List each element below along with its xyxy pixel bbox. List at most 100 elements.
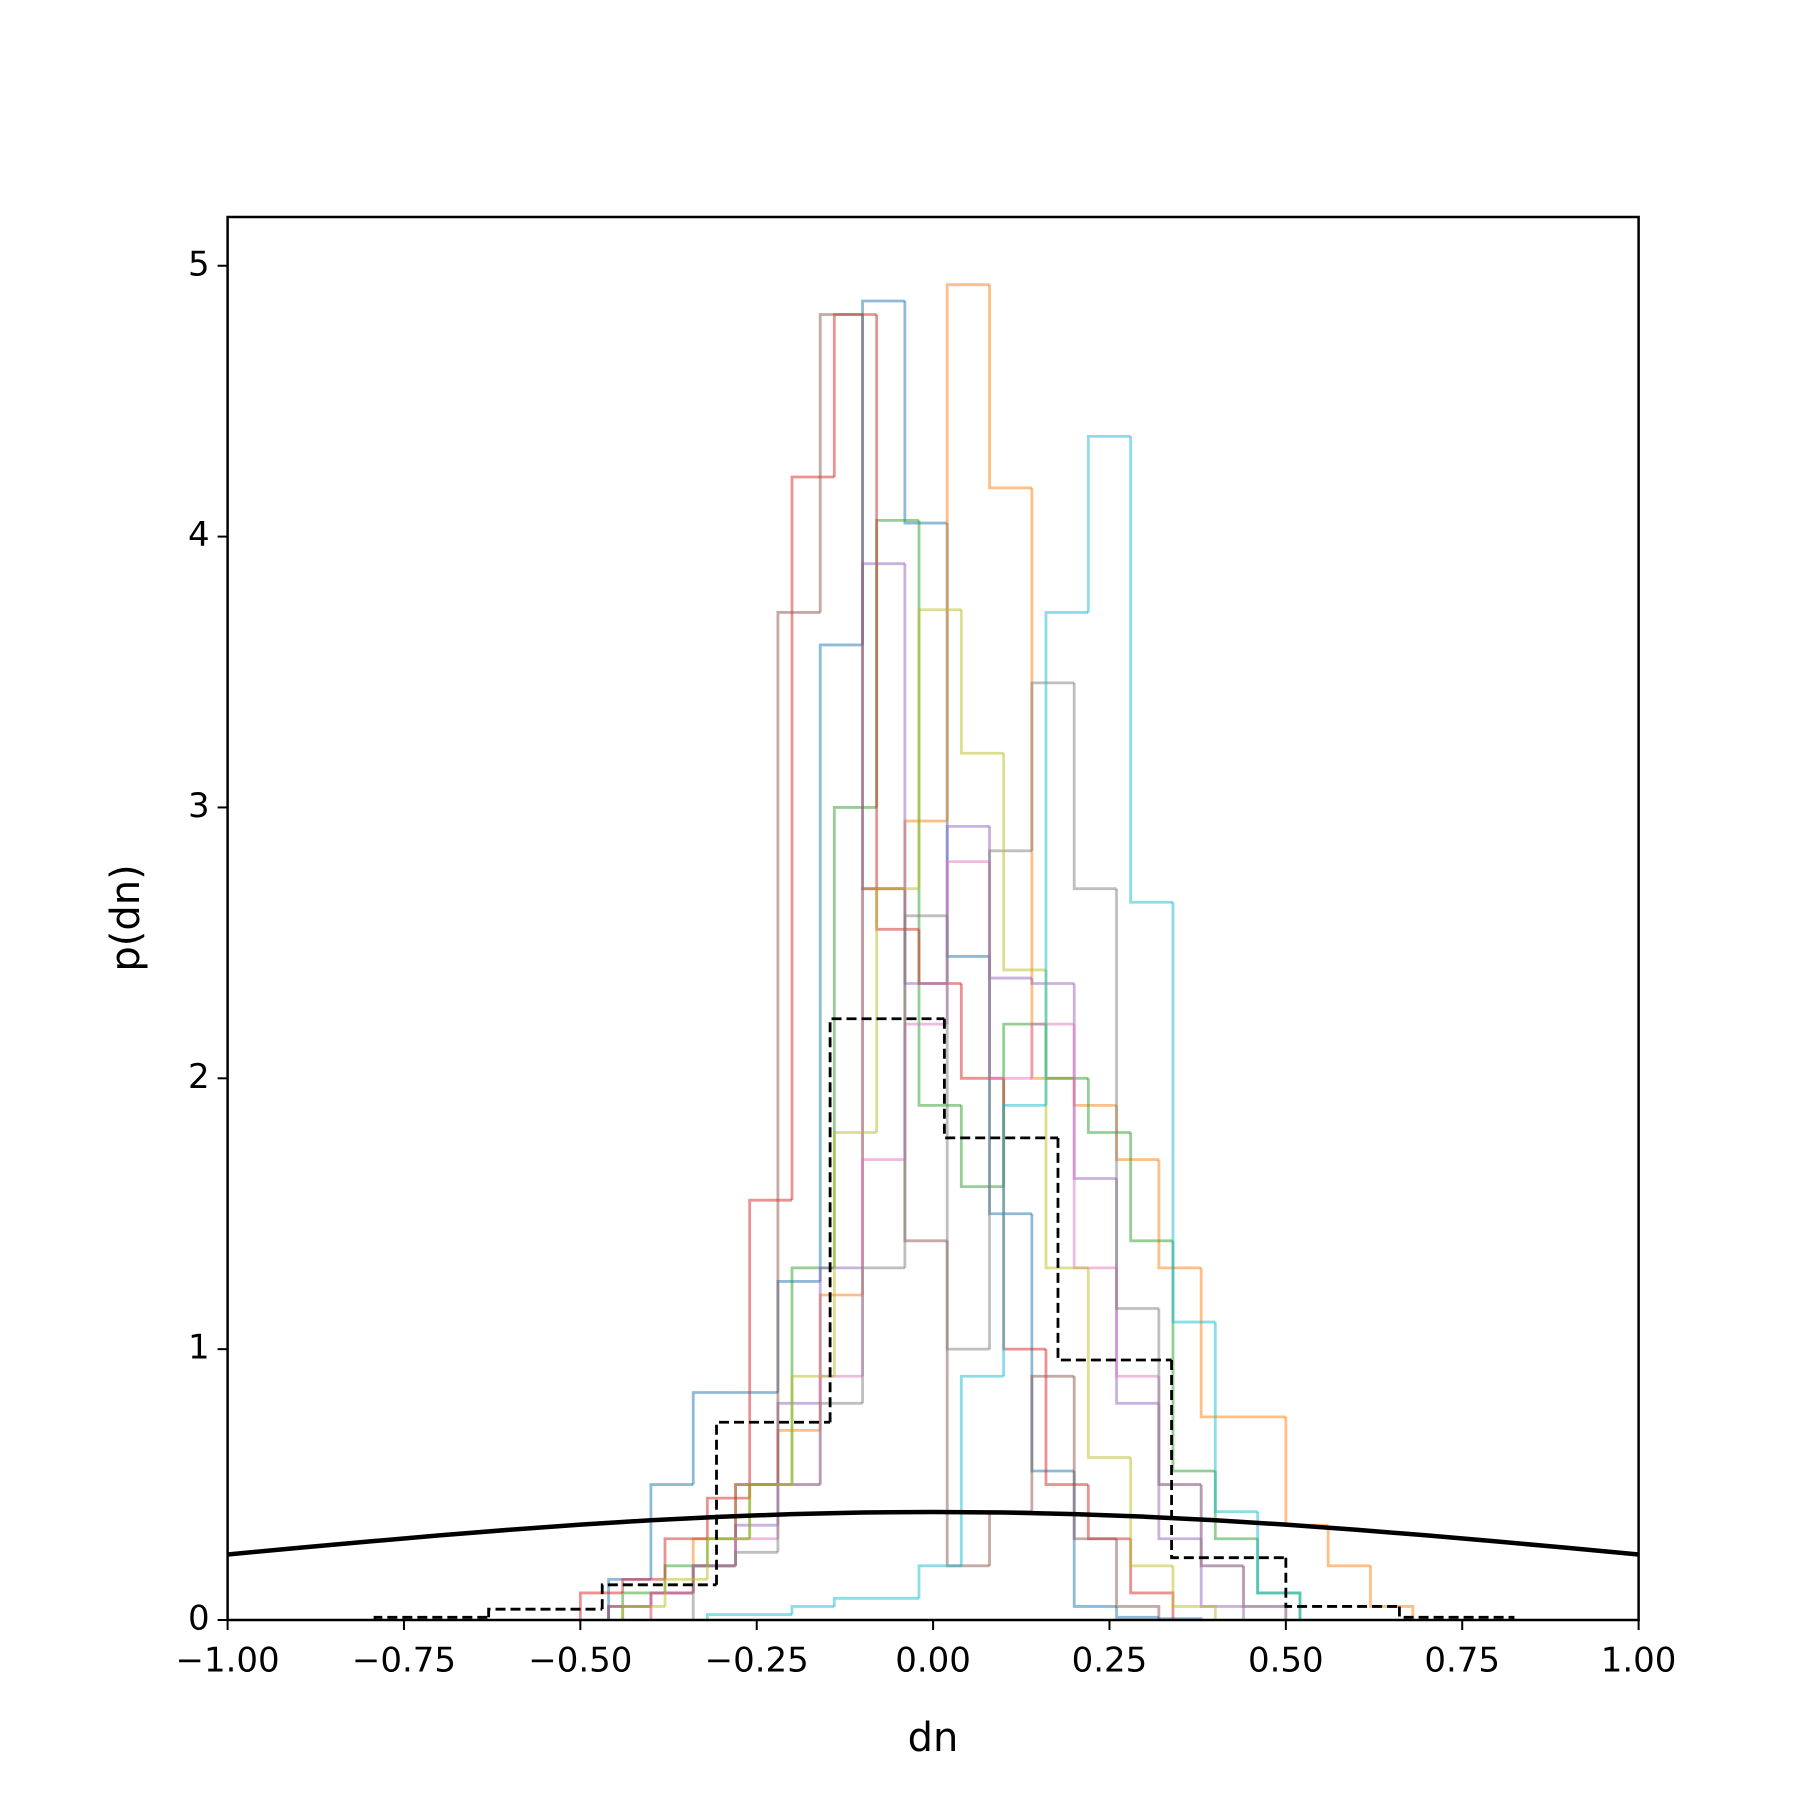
histogram-bin xyxy=(1256,1511,1302,1620)
histogram-bin xyxy=(748,1483,792,1539)
histogram-bin xyxy=(691,1391,736,1485)
histogram-bin xyxy=(832,1131,877,1377)
histogram-bin xyxy=(1002,1103,1046,1377)
histogram-bin xyxy=(607,1605,651,1620)
histogram-bin xyxy=(875,314,919,931)
histogram-bin xyxy=(903,819,948,889)
histogram-bin xyxy=(776,1483,821,1553)
histogram-bin xyxy=(917,1564,962,1599)
histogram-bin xyxy=(1213,1471,1258,1541)
histogram-bin xyxy=(818,1374,863,1485)
density-curve xyxy=(227,1509,1639,1557)
histogram-bin xyxy=(818,1293,863,1431)
histogram-bin xyxy=(663,1537,708,1580)
histogram-bin xyxy=(1171,1565,1217,1620)
histogram-bin xyxy=(1072,1024,1117,1270)
histogram-bin xyxy=(705,1613,750,1620)
x-tick-label: 0.75 xyxy=(1424,1641,1500,1681)
y-tick-label: 4 xyxy=(188,515,210,555)
histogram-bin xyxy=(734,1550,778,1566)
histogram-bin xyxy=(959,1105,1004,1189)
histogram-bin xyxy=(1199,1484,1244,1568)
histogram-bin xyxy=(832,313,877,478)
histogram-bin xyxy=(832,1596,877,1607)
histogram-bin xyxy=(1157,1376,1202,1486)
histogram-bin xyxy=(1199,1538,1245,1620)
histogram-bin xyxy=(663,1577,708,1607)
histogram-bin xyxy=(988,956,1032,1216)
histogram-bin xyxy=(945,825,990,984)
histogram-bin xyxy=(1115,1178,1159,1405)
histogram-bin xyxy=(988,1510,1032,1566)
histogram-bin xyxy=(861,299,905,645)
histogram-bin xyxy=(1213,1322,1258,1514)
histogram-bin xyxy=(649,1591,694,1607)
histogram-bin xyxy=(1398,1606,1515,1620)
histogram-bin xyxy=(945,915,990,1351)
histogram-bin xyxy=(959,1374,1004,1566)
histogram-bin xyxy=(917,608,962,889)
histogram-bin xyxy=(1284,1557,1400,1608)
histogram-bin xyxy=(649,1591,694,1620)
histogram-bin xyxy=(691,1564,736,1620)
histogram-bin xyxy=(748,1483,792,1539)
x-tick-label: 1.00 xyxy=(1601,1641,1677,1681)
histogram-bin xyxy=(959,609,1004,755)
histogram-bin xyxy=(1129,1132,1173,1243)
x-tick-label: 0.50 xyxy=(1248,1641,1324,1681)
histogram-bin xyxy=(903,888,948,1243)
x-tick-label: 0.00 xyxy=(895,1641,971,1681)
histogram-bin xyxy=(959,983,1004,1080)
histogram-bin xyxy=(1072,682,1117,891)
histogram-bin xyxy=(942,1018,1058,1140)
histogram-bin xyxy=(903,914,948,1268)
histogram-bin xyxy=(818,1401,863,1485)
x-tick-label: −0.50 xyxy=(528,1641,632,1681)
histogram-bin xyxy=(988,284,1032,490)
histogram-bin xyxy=(1030,1022,1075,1079)
histogram-bin xyxy=(705,1537,750,1580)
histogram-bin xyxy=(945,1240,990,1568)
histogram-bin xyxy=(861,887,905,1295)
histogram-bin xyxy=(1030,978,1075,985)
histogram-bin xyxy=(1199,1484,1244,1568)
x-tick-label: −0.75 xyxy=(352,1641,456,1681)
histogram-bin xyxy=(828,1017,945,1423)
histogram-bin xyxy=(875,887,919,1133)
histogram-bin xyxy=(790,1374,835,1485)
histogram-bin xyxy=(790,1605,835,1615)
histogram-bin xyxy=(903,1022,948,1160)
histogram-bin xyxy=(649,1591,694,1607)
histogram-bin xyxy=(1369,1565,1415,1620)
histogram-bin xyxy=(1044,1349,1089,1486)
histogram-bin xyxy=(903,563,948,985)
y-axis-label: p(dn) xyxy=(103,864,149,971)
histogram-bin xyxy=(715,1420,831,1585)
histogram-bin xyxy=(1199,1267,1244,1419)
histogram-bin xyxy=(988,849,1032,1350)
histogram-bin xyxy=(1030,681,1075,851)
histogram-bin xyxy=(861,1266,905,1404)
histogram-bin xyxy=(861,314,905,891)
histogram-bin xyxy=(1086,434,1131,613)
histogram-bin xyxy=(487,1607,603,1618)
histogram-bin xyxy=(818,313,863,613)
histogram-bin xyxy=(1072,983,1117,1180)
histogram-bin xyxy=(1072,1078,1117,1107)
histogram-bin xyxy=(1072,1376,1117,1541)
histogram-bin xyxy=(578,1591,623,1620)
histogram-bin xyxy=(1030,1374,1075,1512)
histogram-bin xyxy=(818,1266,863,1404)
histogram-bin xyxy=(903,300,948,525)
plot-frame xyxy=(226,215,1640,1622)
histogram-bin xyxy=(1086,1484,1131,1541)
histogram-bin xyxy=(790,475,835,1201)
histogram-bin xyxy=(776,1429,821,1485)
histogram-bin xyxy=(1002,753,1046,972)
histogram-bin xyxy=(1129,1457,1173,1568)
histogram-bin xyxy=(748,1198,792,1499)
histogram-bin xyxy=(734,1483,778,1539)
x-tick-label: −1.00 xyxy=(175,1641,279,1681)
